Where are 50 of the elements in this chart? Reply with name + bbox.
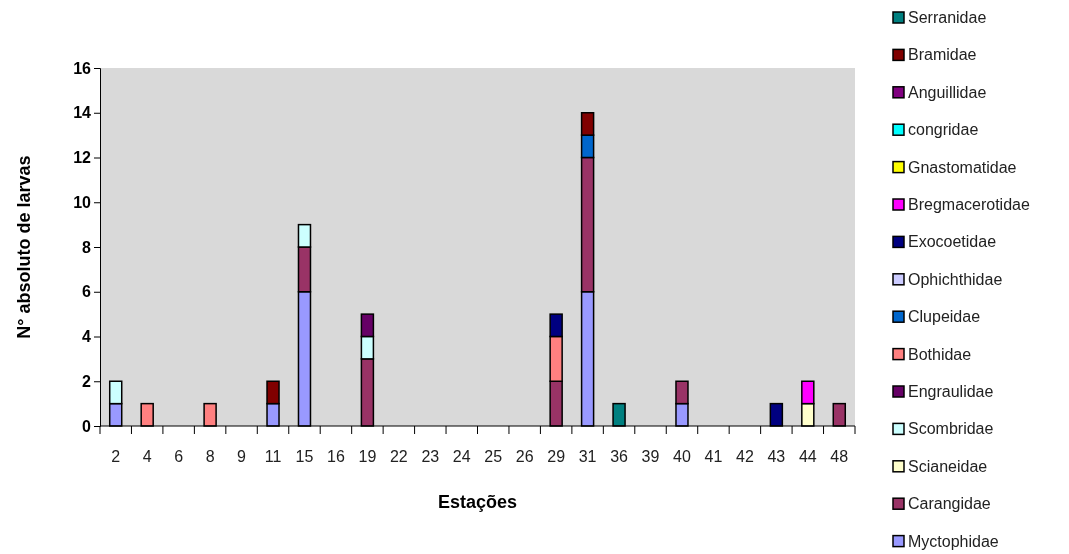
legend-label: Exocoetidae (908, 233, 997, 251)
y-tick-label: 14 (73, 104, 92, 122)
x-tick-label: 2 (111, 448, 121, 465)
legend-label: Gnastomatidae (908, 158, 1017, 176)
y-tick-label: 4 (82, 328, 92, 346)
x-tick-label: 19 (358, 448, 377, 465)
x-tick-label: 36 (610, 448, 629, 465)
x-tick-label: 24 (452, 448, 471, 465)
legend-label: congridae (908, 121, 979, 139)
x-tick-label: 11 (264, 448, 282, 465)
x-tick-label: 25 (484, 448, 503, 465)
y-tick-label: 2 (82, 372, 92, 390)
legend-label: Anguillidae (908, 83, 987, 101)
legend-label: Scianeidae (908, 457, 988, 475)
x-tick-label: 23 (421, 448, 440, 465)
x-tick-label: 15 (295, 448, 314, 465)
x-tick-label: 26 (515, 448, 534, 465)
y-axis-title: N° absoluto de larvas (14, 155, 34, 339)
y-tick-label: 12 (73, 149, 92, 167)
legend-label: Clupeidae (908, 308, 981, 326)
legend-label: Carangidae (908, 495, 991, 513)
x-tick-label: 43 (767, 448, 786, 465)
x-tick-label: 48 (830, 448, 849, 465)
legend-label: Bothidae (908, 345, 972, 363)
x-tick-label: 42 (736, 448, 754, 465)
x-tick-label: 40 (673, 448, 691, 465)
legend-label: Bramidae (908, 46, 977, 64)
x-tick-label: 44 (798, 448, 817, 465)
x-tick-label: 9 (237, 448, 247, 465)
x-tick-label: 4 (142, 448, 152, 465)
x-tick-label: 31 (578, 448, 597, 465)
y-tick-label: 16 (73, 59, 92, 77)
y-tick-label: 8 (82, 238, 92, 256)
legend-label: Serranidae (908, 9, 987, 26)
x-tick-label: 8 (205, 448, 215, 465)
legend-label: Myctophidae (908, 532, 999, 550)
x-tick-label: 29 (547, 448, 566, 465)
x-tick-label: 22 (389, 448, 408, 465)
legend-label: Scombridae (908, 420, 994, 438)
x-axis-title: Estações (437, 492, 518, 512)
y-tick-label: 0 (82, 417, 92, 435)
y-tick-label: 6 (82, 283, 92, 301)
legend-label: Bregmacerotidae (908, 196, 1030, 213)
x-tick-label: 39 (641, 448, 660, 465)
x-tick-label: 6 (174, 448, 184, 465)
y-tick-label: 10 (73, 193, 92, 211)
legend-label: Ophichthidae (908, 270, 1003, 288)
legend-label: Engraulidae (908, 383, 994, 400)
x-tick-label: 16 (327, 448, 345, 465)
x-tick-label: 41 (704, 448, 723, 465)
